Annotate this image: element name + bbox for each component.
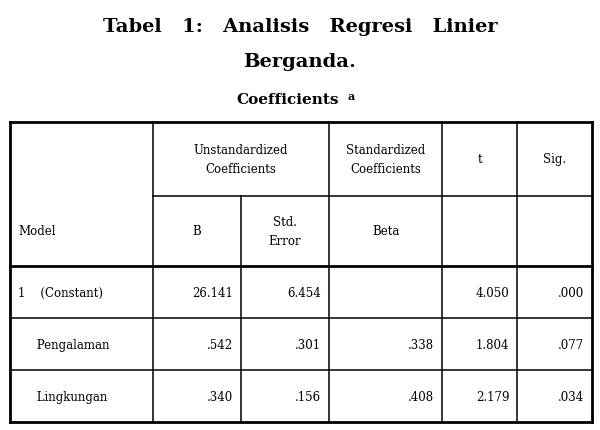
Text: .408: .408: [409, 390, 434, 402]
Text: B: B: [193, 225, 202, 238]
Text: .340: .340: [206, 390, 233, 402]
Text: Sig.: Sig.: [543, 153, 566, 166]
Text: Pengalaman: Pengalaman: [18, 338, 110, 351]
Text: .338: .338: [409, 338, 434, 351]
Text: Lingkungan: Lingkungan: [18, 390, 107, 402]
Text: Unstandardized
Coefficients: Unstandardized Coefficients: [194, 144, 288, 175]
Text: Coefficients: Coefficients: [237, 93, 339, 107]
Text: .034: .034: [558, 390, 584, 402]
Text: 6.454: 6.454: [287, 286, 320, 299]
Text: Model: Model: [18, 225, 56, 238]
Text: Standardized
Coefficients: Standardized Coefficients: [346, 144, 425, 175]
Text: 2.179: 2.179: [476, 390, 509, 402]
Text: .542: .542: [207, 338, 233, 351]
Text: Beta: Beta: [372, 225, 399, 238]
Text: .077: .077: [558, 338, 584, 351]
Text: .000: .000: [558, 286, 584, 299]
Text: .301: .301: [295, 338, 320, 351]
Text: 1    (Constant): 1 (Constant): [18, 286, 103, 299]
Text: Tabel   1:   Analisis   Regresi   Linier: Tabel 1: Analisis Regresi Linier: [103, 18, 497, 36]
Text: t: t: [478, 153, 482, 166]
Text: 1.804: 1.804: [476, 338, 509, 351]
Text: 4.050: 4.050: [475, 286, 509, 299]
Text: 26.141: 26.141: [192, 286, 233, 299]
Text: .156: .156: [295, 390, 320, 402]
Text: Berganda.: Berganda.: [244, 53, 356, 71]
Text: Std.
Error: Std. Error: [268, 215, 301, 247]
Text: a: a: [348, 91, 355, 102]
